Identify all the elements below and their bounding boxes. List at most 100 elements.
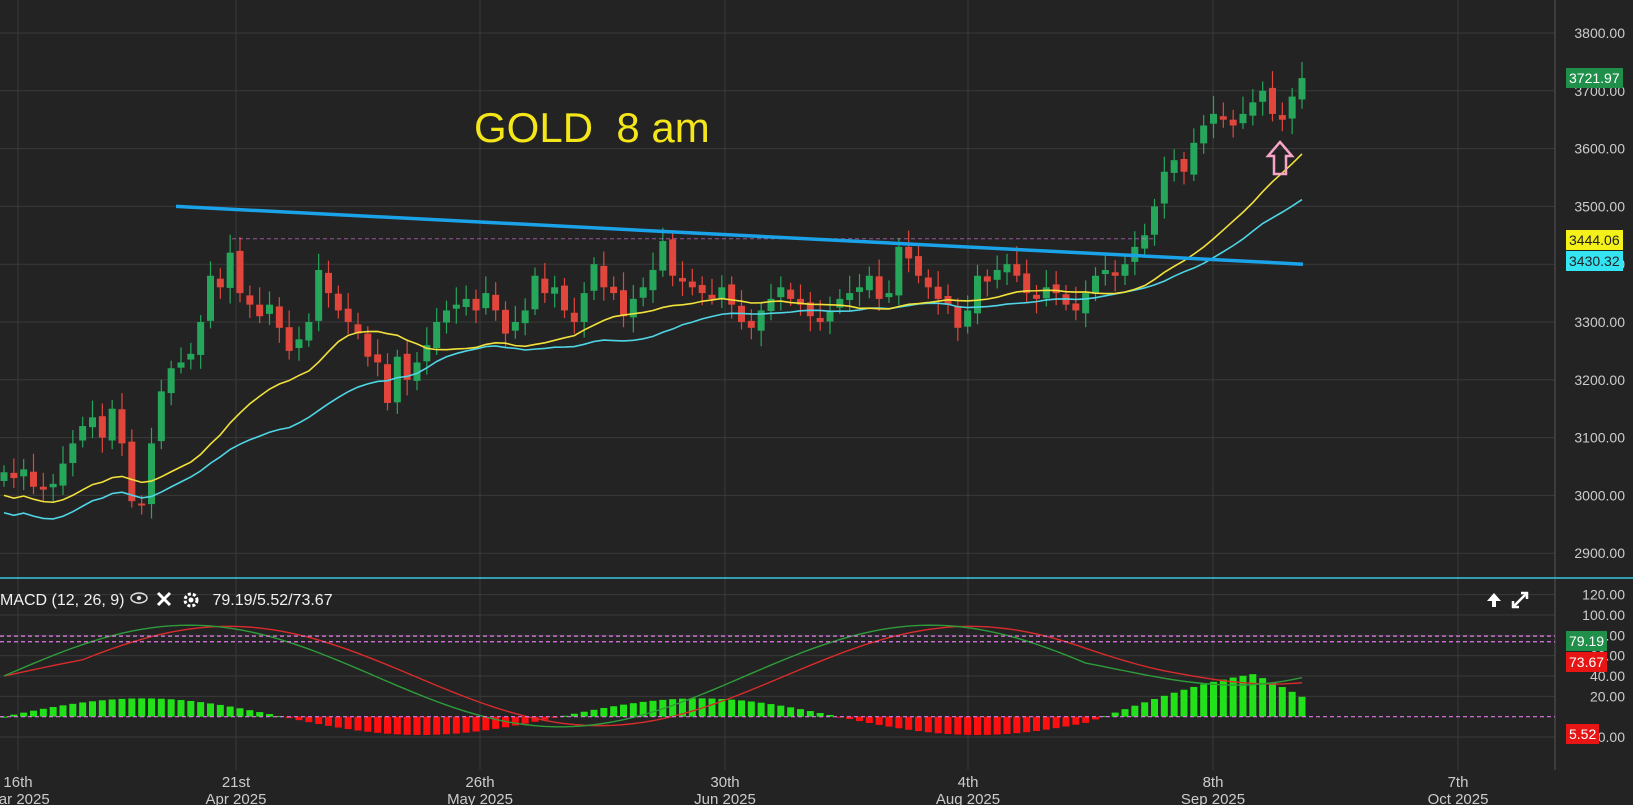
histogram-bar [1072, 716, 1080, 725]
y-tick-label: 100.00 [1582, 607, 1625, 623]
expand-icon[interactable] [1510, 590, 1530, 610]
candle-body [305, 322, 313, 341]
candle-body [620, 290, 627, 317]
macd-name: MACD (12, 26, 9) [0, 592, 125, 609]
candle-body [698, 285, 706, 294]
histogram-bar [98, 700, 106, 717]
histogram-bar [649, 700, 657, 717]
histogram-bar [1219, 679, 1227, 717]
histogram-bar [1269, 682, 1276, 717]
histogram-bar [374, 716, 382, 733]
candle-body [79, 426, 87, 441]
histogram-bar [295, 716, 303, 721]
ma-slow-line [3, 198, 1303, 520]
candle-body [905, 246, 913, 259]
histogram-bar [1141, 702, 1149, 717]
histogram-bar [256, 712, 264, 717]
histogram-bar [118, 698, 126, 717]
candle-body [777, 287, 785, 298]
histogram-bar [334, 716, 342, 728]
histogram-bar [826, 714, 834, 717]
x-tick-month: Aug 2025 [936, 791, 1000, 805]
x-tick-month: Mar 2025 [0, 791, 50, 805]
candle-body [1092, 275, 1099, 294]
candle-body [59, 463, 67, 486]
candle-body [511, 322, 519, 331]
candle-body [1003, 264, 1011, 273]
candle-body [885, 293, 893, 298]
gear-icon[interactable] [182, 591, 202, 611]
y-tick-label: 20.00 [1590, 688, 1625, 704]
histogram-bar [885, 716, 893, 727]
candle-body [983, 276, 991, 282]
histogram-bar [856, 716, 863, 722]
histogram-bar [1151, 699, 1158, 717]
candle-body [403, 353, 411, 380]
candle-body [531, 275, 539, 310]
y-tick-label: 2900.00 [1574, 545, 1625, 561]
candle-body [1229, 119, 1237, 126]
candle-body [364, 333, 372, 357]
candle-body [1082, 293, 1090, 314]
y-tick-label: 3100.00 [1574, 430, 1625, 446]
histogram-bar [708, 698, 716, 717]
candle-body [108, 408, 116, 441]
histogram-bar [1003, 716, 1011, 734]
candle-body [413, 362, 421, 381]
histogram-bar [39, 708, 47, 717]
candle-body [816, 317, 824, 322]
histogram-bar [511, 716, 519, 726]
candle-body [1072, 303, 1080, 311]
histogram-bar [1082, 716, 1090, 723]
candle-body [826, 310, 834, 322]
histogram-bar [325, 716, 332, 726]
candle-body [679, 278, 686, 282]
candle-body [797, 298, 804, 305]
x-tick-day: 4th [958, 774, 979, 791]
candle-body [610, 286, 618, 294]
histogram-bar [541, 716, 549, 720]
histogram-bar [993, 716, 1001, 735]
candle-body [482, 293, 490, 309]
x-tick-day: 26th [465, 774, 494, 791]
candle-body [207, 275, 214, 321]
candle-body [1101, 269, 1109, 275]
histogram-bar [561, 715, 568, 717]
histogram-bar [275, 716, 283, 718]
histogram-bar [639, 701, 647, 717]
close-icon[interactable] [156, 591, 176, 611]
candle-body [806, 302, 814, 317]
candle-body [1023, 273, 1031, 294]
candle-body [49, 483, 57, 488]
candle-body [138, 503, 146, 506]
histogram-bar [590, 709, 598, 717]
candle-body [590, 264, 598, 291]
candle-body [1259, 90, 1267, 102]
candle-body [688, 281, 696, 288]
candle-body [1111, 272, 1119, 276]
histogram-bar [226, 706, 234, 717]
x-tick-day: 8th [1203, 774, 1224, 791]
histogram-bar [1229, 677, 1237, 717]
histogram-bar [747, 701, 755, 717]
candle-body [541, 278, 549, 294]
candle-body [89, 417, 96, 428]
candle-body [462, 298, 470, 307]
candle-body [649, 269, 657, 291]
histogram-bar [462, 716, 470, 733]
candle-body [521, 310, 529, 324]
ma-fast-line [3, 153, 1303, 504]
histogram-bar [865, 716, 873, 723]
candle-body [551, 287, 559, 294]
histogram-bar [954, 716, 962, 735]
candle-body [993, 269, 1001, 280]
histogram-bar [354, 716, 362, 731]
candle-body [728, 284, 736, 305]
histogram-bar [1121, 709, 1129, 717]
histogram-bar [1092, 716, 1099, 720]
arrow-up-icon[interactable] [1484, 590, 1504, 610]
eye-icon[interactable] [130, 591, 150, 611]
candle-body [1042, 287, 1050, 299]
histogram-bar [1062, 716, 1070, 727]
